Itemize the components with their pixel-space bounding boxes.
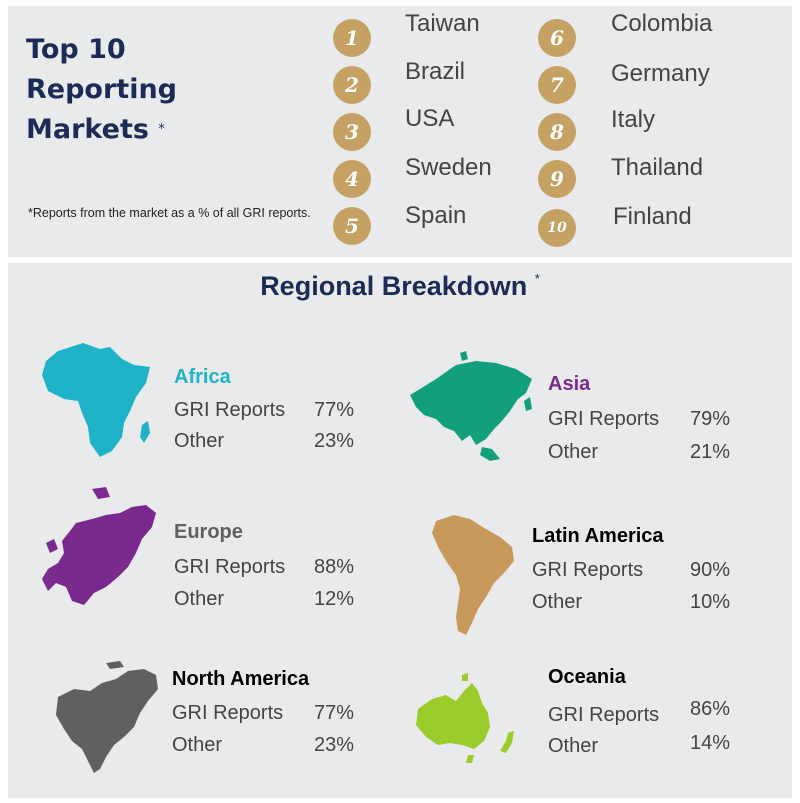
title-line-3-text: Markets bbox=[26, 114, 149, 145]
other-label: Other bbox=[548, 441, 599, 463]
rank-badge-7: 7 bbox=[538, 66, 576, 104]
other-label: Other bbox=[532, 591, 583, 613]
other-value: 10% bbox=[690, 591, 731, 613]
title-line-2: Reporting bbox=[26, 74, 178, 105]
rank-badge-5: 5 bbox=[333, 207, 371, 245]
rank-number: 4 bbox=[333, 160, 371, 198]
gri-value: 77% bbox=[314, 702, 355, 724]
rank-badge-1: 1 bbox=[333, 19, 371, 57]
country-label: Brazil bbox=[405, 58, 466, 85]
gri-value: 79% bbox=[690, 408, 731, 430]
latin-america-map-icon bbox=[432, 515, 514, 635]
rank-badge-3: 3 bbox=[333, 113, 371, 151]
gri-value: 90% bbox=[690, 559, 731, 581]
region-name: Asia bbox=[548, 373, 591, 395]
region-name: Africa bbox=[174, 366, 231, 388]
africa-map-icon bbox=[42, 343, 150, 457]
other-label: Other bbox=[174, 430, 225, 452]
gri-label: GRI Reports bbox=[174, 556, 286, 578]
asia-map-icon bbox=[410, 351, 532, 461]
other-value: 14% bbox=[690, 732, 731, 754]
country-label: Sweden bbox=[405, 154, 492, 181]
gri-label: GRI Reports bbox=[548, 704, 660, 726]
country-label: Italy bbox=[611, 106, 656, 133]
region-name: Oceania bbox=[548, 666, 626, 688]
other-label: Other bbox=[172, 734, 223, 756]
top-markets-title: Top 10 Reporting Markets * bbox=[26, 30, 177, 150]
rank-number: 8 bbox=[538, 113, 576, 151]
gri-label: GRI Reports bbox=[174, 399, 286, 421]
rank-number: 2 bbox=[333, 66, 371, 104]
country-label: Spain bbox=[405, 202, 467, 229]
rank-number: 6 bbox=[538, 19, 576, 57]
rank-badge-4: 4 bbox=[333, 160, 371, 198]
europe-map-icon bbox=[42, 487, 156, 605]
rank-number: 5 bbox=[333, 207, 371, 245]
country-label: Thailand bbox=[611, 154, 704, 181]
other-value: 23% bbox=[314, 430, 355, 452]
gri-value: 77% bbox=[314, 399, 355, 421]
other-value: 23% bbox=[314, 734, 355, 756]
rank-number: 1 bbox=[333, 19, 371, 57]
top-markets-panel: Top 10 Reporting Markets * *Reports from… bbox=[8, 6, 792, 257]
rank-number: 9 bbox=[538, 160, 576, 198]
region-name: Europe bbox=[174, 521, 243, 543]
rank-badge-2: 2 bbox=[333, 66, 371, 104]
other-value: 21% bbox=[690, 441, 731, 463]
regional-title-text: Regional Breakdown bbox=[260, 271, 528, 301]
rank-badge-8: 8 bbox=[538, 113, 576, 151]
country-label: Finland bbox=[613, 203, 692, 230]
rank-number: 3 bbox=[333, 113, 371, 151]
other-label: Other bbox=[174, 588, 225, 610]
north-america-map-icon bbox=[56, 661, 158, 773]
rank-badge-10: 10 bbox=[538, 209, 576, 247]
other-label: Other bbox=[548, 735, 599, 757]
gri-label: GRI Reports bbox=[172, 702, 284, 724]
country-label: USA bbox=[405, 105, 455, 132]
title-line-3: Markets * bbox=[26, 110, 177, 150]
regional-title: Regional Breakdown * bbox=[8, 271, 792, 302]
country-label: Taiwan bbox=[405, 10, 480, 37]
oceania-map-icon bbox=[416, 673, 514, 763]
region-name: North America bbox=[172, 668, 310, 690]
regional-title-asterisk: * bbox=[534, 271, 540, 286]
title-asterisk: * bbox=[158, 122, 165, 137]
rank-badge-9: 9 bbox=[538, 160, 576, 198]
gri-value: 86% bbox=[690, 698, 731, 720]
gri-label: GRI Reports bbox=[532, 559, 644, 581]
rank-number: 10 bbox=[538, 209, 576, 247]
gri-label: GRI Reports bbox=[548, 408, 660, 430]
footnote: *Reports from the market as a % of all G… bbox=[28, 206, 311, 220]
region-name: Latin America bbox=[532, 525, 664, 547]
rank-badge-6: 6 bbox=[538, 19, 576, 57]
gri-value: 88% bbox=[314, 556, 355, 578]
regional-breakdown-panel: Regional Breakdown * Africa GRI Reports … bbox=[8, 263, 792, 798]
country-label: Germany bbox=[611, 60, 710, 87]
other-value: 12% bbox=[314, 588, 355, 610]
rank-number: 7 bbox=[538, 66, 576, 104]
country-label: Colombia bbox=[611, 10, 713, 37]
title-line-1: Top 10 bbox=[26, 34, 126, 65]
